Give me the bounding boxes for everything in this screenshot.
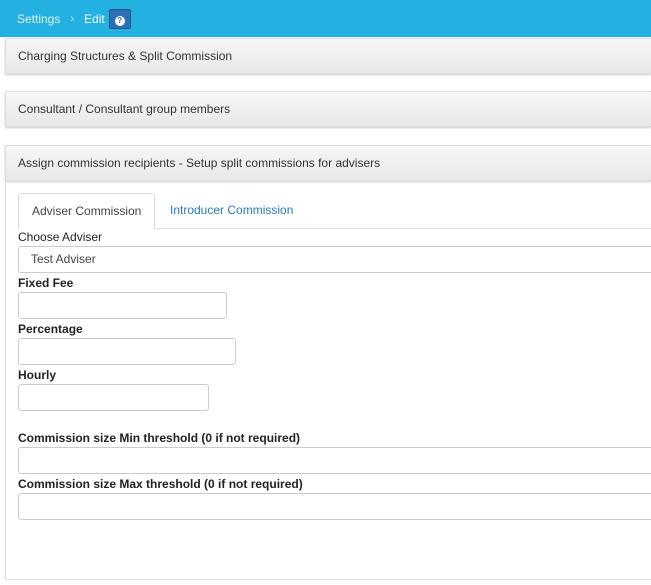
max-threshold-input[interactable]: [18, 493, 651, 520]
tab-introducer-commission[interactable]: Introducer Commission: [170, 203, 294, 217]
hourly-input[interactable]: [18, 384, 209, 411]
assign-commission-panel: Adviser Commission Introducer Commission…: [5, 181, 651, 580]
min-threshold-label: Commission size Min threshold (0 if not …: [18, 431, 301, 445]
section-consultant-members[interactable]: Consultant / Consultant group members: [5, 91, 651, 127]
section-title: Consultant / Consultant group members: [18, 102, 231, 116]
breadcrumb-settings[interactable]: Settings: [17, 11, 61, 26]
fixed-fee-label: Fixed Fee: [18, 276, 74, 290]
help-button[interactable]: ?: [108, 8, 131, 29]
choose-adviser-select[interactable]: Test Adviser: [18, 246, 651, 273]
commission-tabs: Adviser Commission Introducer Commission: [18, 193, 651, 230]
percentage-input[interactable]: [18, 338, 236, 365]
percentage-label: Percentage: [18, 322, 83, 336]
section-title: Charging Structures & Split Commission: [18, 49, 233, 63]
section-title: Assign commission recipients - Setup spl…: [18, 156, 381, 170]
min-threshold-input[interactable]: [18, 447, 651, 474]
section-assign-commission[interactable]: Assign commission recipients - Setup spl…: [5, 145, 651, 181]
question-circle-icon: ?: [114, 15, 125, 26]
choose-adviser-label: Choose Adviser: [18, 230, 103, 244]
section-charging-structures[interactable]: Charging Structures & Split Commission: [5, 38, 651, 74]
fixed-fee-input[interactable]: [18, 292, 227, 319]
hourly-label: Hourly: [18, 368, 57, 382]
chevron-right-icon: ›: [70, 12, 75, 25]
breadcrumb-current: Edit: [84, 11, 105, 26]
max-threshold-label: Commission size Max threshold (0 if not …: [18, 477, 303, 491]
breadcrumb: Settings › Edit ?: [0, 0, 651, 37]
tab-adviser-commission[interactable]: Adviser Commission: [18, 193, 156, 230]
